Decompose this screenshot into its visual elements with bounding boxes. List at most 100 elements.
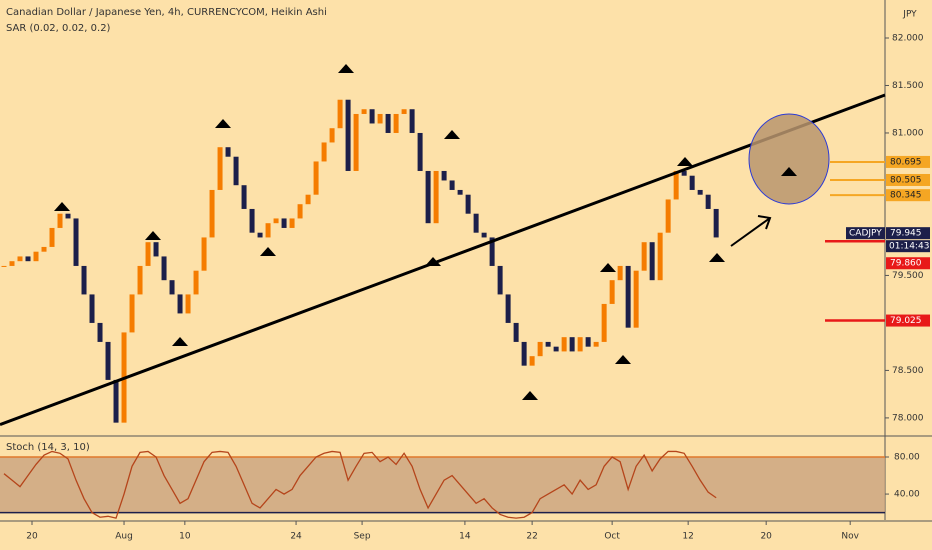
candle — [337, 99, 343, 129]
marker — [338, 64, 354, 73]
marker — [522, 391, 538, 400]
symbol-label: CADJPY — [849, 229, 882, 239]
candle — [81, 265, 87, 295]
candle — [521, 341, 527, 366]
candle — [345, 99, 351, 171]
candle — [161, 256, 167, 281]
candle — [73, 218, 79, 266]
y-tick-label: 82.000 — [892, 33, 924, 43]
candle — [641, 242, 647, 271]
marker — [172, 337, 188, 346]
x-tick-label: Aug — [115, 532, 133, 542]
candle — [425, 170, 431, 224]
candle — [569, 337, 575, 352]
y-tick-label: 40.00 — [894, 490, 920, 500]
candle — [393, 113, 399, 133]
candle — [593, 341, 599, 347]
candle — [449, 180, 455, 190]
marker — [709, 253, 725, 262]
candle — [409, 109, 415, 133]
candle — [401, 109, 407, 114]
candle — [297, 204, 303, 219]
candle — [281, 218, 287, 228]
candle — [153, 242, 159, 257]
candle — [481, 232, 487, 238]
candle — [89, 294, 95, 323]
level-label-box — [886, 189, 930, 202]
candle — [601, 303, 607, 342]
level-label-box — [886, 155, 930, 168]
candle — [665, 199, 671, 233]
candle — [1, 265, 7, 267]
last-price-label: 79.945 — [890, 229, 922, 239]
candle — [633, 270, 639, 328]
candle — [617, 265, 623, 281]
symbol-box — [846, 227, 885, 240]
x-tick-label: Oct — [604, 532, 620, 542]
candle — [17, 256, 23, 262]
candle — [241, 185, 247, 209]
candle — [681, 170, 687, 176]
stoch-band — [0, 457, 885, 513]
level-label: 79.860 — [890, 259, 922, 269]
candle — [545, 341, 551, 347]
candle — [705, 194, 711, 209]
candle — [465, 194, 471, 214]
countdown-label: 01:14:43 — [889, 242, 929, 252]
marker — [444, 130, 460, 139]
target-circle — [748, 113, 830, 205]
y-tick-label: 81.000 — [892, 128, 924, 138]
candle — [577, 337, 583, 352]
candle — [433, 170, 439, 224]
marker — [781, 167, 797, 176]
candle — [689, 175, 695, 190]
candle — [369, 109, 375, 124]
candle — [129, 294, 135, 333]
candle — [257, 232, 263, 238]
y-tick-label: 81.500 — [892, 81, 924, 91]
stoch-line — [3, 450, 717, 519]
level-label-box — [886, 257, 930, 270]
x-tick-label: 24 — [290, 532, 302, 542]
candle — [529, 356, 535, 366]
candle — [585, 337, 591, 347]
marker — [677, 157, 693, 166]
currency-label: JPY — [902, 10, 917, 20]
candle — [273, 218, 279, 224]
level-label: 80.345 — [890, 191, 922, 201]
candle — [137, 265, 143, 295]
stoch-label: Stoch (14, 3, 10) — [6, 442, 90, 453]
candle — [193, 270, 199, 295]
marker — [260, 247, 276, 256]
marker — [615, 355, 631, 364]
level-label: 79.025 — [890, 316, 922, 326]
candle — [361, 109, 367, 114]
y-tick-label: 78.500 — [892, 366, 924, 376]
candle — [41, 246, 47, 252]
candle — [65, 213, 71, 219]
candle — [505, 294, 511, 323]
candle — [713, 208, 719, 238]
candle — [169, 280, 175, 295]
candle — [329, 128, 335, 143]
candle — [177, 294, 183, 314]
candle — [497, 265, 503, 295]
chart-title: Canadian Dollar / Japanese Yen, 4h, CURR… — [6, 7, 327, 18]
y-tick-label: 80.00 — [894, 453, 920, 463]
candle — [25, 256, 31, 262]
candle — [489, 237, 495, 266]
x-tick-label: 20 — [760, 532, 772, 542]
candle — [473, 213, 479, 233]
indicator-label: SAR (0.02, 0.02, 0.2) — [6, 23, 111, 34]
level-label: 80.505 — [890, 175, 922, 185]
candle — [673, 170, 679, 200]
level-label: 80.695 — [890, 157, 922, 167]
candle — [513, 322, 519, 342]
candle — [233, 156, 239, 186]
candle — [561, 337, 567, 352]
candle — [697, 189, 703, 195]
x-tick-label: 22 — [526, 532, 537, 542]
candle — [553, 346, 559, 352]
x-tick-label: Nov — [841, 532, 859, 542]
